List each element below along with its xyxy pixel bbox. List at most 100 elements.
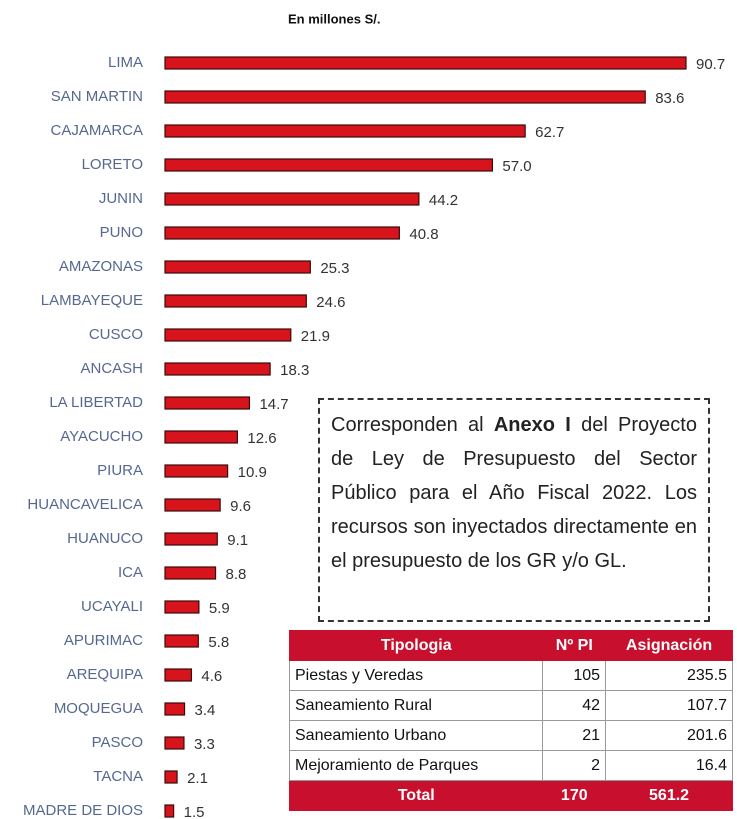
- table: Tipologia Nº PI Asignación Piestas y Vereda…: [288, 630, 733, 811]
- annotation-bold: Anexo I: [493, 414, 571, 436]
- bar: [164, 702, 186, 716]
- bar: [164, 736, 185, 750]
- table-cell: 105: [542, 660, 607, 691]
- bar: [164, 634, 199, 648]
- value-label: 90.7: [696, 56, 725, 73]
- table-total-cell: Total: [288, 780, 544, 811]
- bar: [164, 90, 646, 104]
- category-label: UCAYALI: [81, 598, 143, 615]
- table-cell: Saneamiento Rural: [288, 690, 544, 721]
- bar: [164, 124, 526, 138]
- table-cell: 107.7: [605, 690, 733, 721]
- table-row: Saneamiento Rural 42 107.7: [288, 690, 733, 721]
- value-label: 3.4: [195, 702, 216, 719]
- category-label: APURIMAC: [64, 632, 143, 649]
- value-label: 21.9: [301, 328, 330, 345]
- category-label: CUSCO: [89, 326, 143, 343]
- category-label: AMAZONAS: [59, 258, 143, 275]
- table-cell: 201.6: [605, 720, 733, 751]
- table-cell: Piestas y Veredas: [288, 660, 544, 691]
- chart-subtitle: En millones S/.: [288, 11, 380, 26]
- category-label: ANCASH: [80, 360, 143, 377]
- value-label: 62.7: [535, 124, 564, 141]
- value-label: 57.0: [502, 158, 531, 175]
- value-label: 14.7: [259, 396, 288, 413]
- annotation-text: del Proyecto de Ley de Presupuesto del S…: [331, 414, 697, 572]
- category-label: PIURA: [97, 462, 143, 479]
- category-label: LAMBAYEQUE: [41, 292, 143, 309]
- category-label: AYACUCHO: [60, 428, 143, 445]
- table-total-row: Total 170 561.2: [288, 780, 733, 811]
- table-row: Mejoramiento de Parques 2 16.4: [288, 750, 733, 781]
- value-label: 24.6: [316, 294, 345, 311]
- table-header-cell: Nº PI: [542, 630, 607, 661]
- value-label: 9.6: [230, 498, 251, 515]
- value-label: 9.1: [227, 532, 248, 549]
- bar: [164, 566, 217, 580]
- category-label: JUNIN: [99, 190, 143, 207]
- category-label: ICA: [118, 564, 143, 581]
- category-label: MOQUEGUA: [54, 700, 143, 717]
- bar: [164, 804, 175, 818]
- value-label: 40.8: [409, 226, 438, 243]
- table-row: Piestas y Veredas 105 235.5: [288, 660, 733, 691]
- value-label: 8.8: [226, 566, 247, 583]
- table-cell: 16.4: [605, 750, 733, 781]
- category-label: LIMA: [108, 54, 143, 71]
- bar: [164, 294, 307, 308]
- table-row: Saneamiento Urbano 21 201.6: [288, 720, 733, 751]
- category-label: MADRE DE DIOS: [23, 802, 143, 819]
- annotation-text: Corresponden al: [331, 414, 494, 436]
- bar: [164, 430, 238, 444]
- bar: [164, 328, 292, 342]
- category-label: PUNO: [100, 224, 143, 241]
- category-label: HUANCAVELICA: [27, 496, 143, 513]
- value-label: 44.2: [429, 192, 458, 209]
- value-label: 3.3: [194, 736, 215, 753]
- table-total-cell: 561.2: [605, 780, 733, 811]
- category-label: LORETO: [82, 156, 143, 173]
- table-cell: 235.5: [605, 660, 733, 691]
- value-label: 83.6: [655, 90, 684, 107]
- value-label: 12.6: [247, 430, 276, 447]
- value-label: 25.3: [320, 260, 349, 277]
- bar: [164, 362, 271, 376]
- category-label: SAN MARTIN: [51, 88, 143, 105]
- table-cell: 42: [542, 690, 607, 721]
- category-label: CAJAMARCA: [50, 122, 143, 139]
- table-cell: 2: [542, 750, 607, 781]
- table-header-cell: Tipologia: [288, 630, 544, 661]
- category-label: AREQUIPA: [67, 666, 143, 683]
- value-label: 18.3: [280, 362, 309, 379]
- category-label: LA LIBERTAD: [49, 394, 143, 411]
- value-label: 2.1: [187, 770, 208, 787]
- value-label: 10.9: [238, 464, 267, 481]
- bar: [164, 600, 200, 614]
- table-cell: Saneamiento Urbano: [288, 720, 544, 751]
- bar: [164, 226, 400, 240]
- bar: [164, 56, 687, 70]
- bar: [164, 770, 178, 784]
- bar: [164, 464, 229, 478]
- value-label: 4.6: [201, 668, 222, 685]
- bar: [164, 158, 494, 172]
- value-label: 5.8: [208, 634, 229, 651]
- category-label: PASCO: [92, 734, 143, 751]
- category-label: TACNA: [93, 768, 143, 785]
- table-cell: 21: [542, 720, 607, 751]
- bar: [164, 192, 420, 206]
- bar: [164, 498, 221, 512]
- annotation: Corresponden al Anexo I del Proyecto de …: [318, 398, 710, 622]
- bar: [164, 396, 251, 410]
- bar: [164, 260, 311, 274]
- value-label: 1.5: [184, 804, 205, 819]
- table-cell: Mejoramiento de Parques: [288, 750, 544, 781]
- table-header-cell: Asignación: [605, 630, 733, 661]
- table-total-cell: 170: [542, 780, 607, 811]
- category-label: HUANUCO: [67, 530, 143, 547]
- value-label: 5.9: [209, 600, 230, 617]
- bar: [164, 532, 218, 546]
- bar: [164, 668, 193, 682]
